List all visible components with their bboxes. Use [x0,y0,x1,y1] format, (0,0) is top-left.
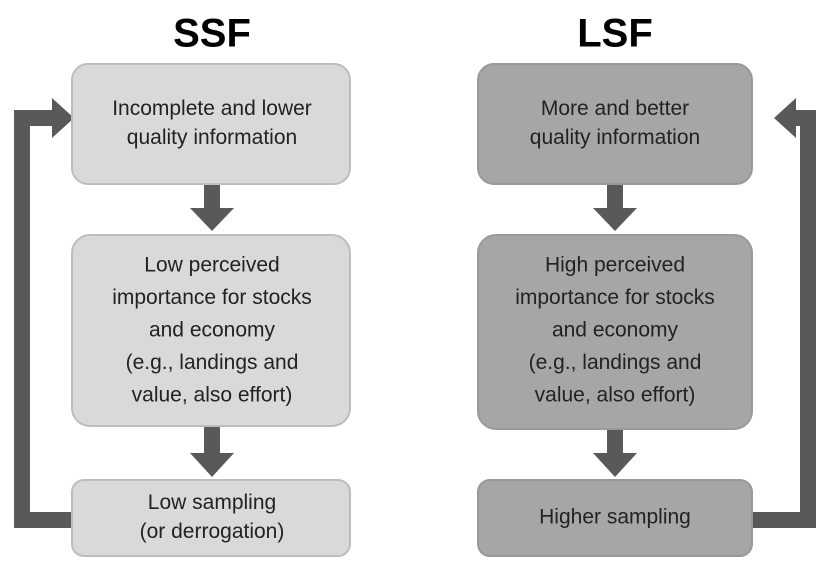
box [477,63,753,185]
loop-arrow [14,110,72,528]
boxes [71,63,753,557]
column-title: SSF [173,12,251,56]
arrow-head [52,98,74,138]
box [477,234,753,430]
box-text: Higher sampling [539,506,691,529]
box-text: and economy [149,319,276,342]
box-text: value, also effort) [535,384,696,407]
box [71,479,351,557]
box-text: High perceived [545,254,685,277]
box-text: Low sampling [148,491,276,514]
box [71,63,351,185]
box-text: value, also effort) [132,384,293,407]
column-title: LSF [577,12,653,56]
loop-arrow [752,110,816,528]
arrow-head [774,98,796,138]
box-text: quality information [530,126,700,149]
box-text: (or derrogation) [140,520,285,543]
box-text: Incomplete and lower [112,97,312,120]
down-arrows [190,184,637,477]
box-text: More and better [541,97,689,120]
box-text: importance for stocks [515,286,715,309]
box-text: (e.g., landings and [126,351,299,374]
box-text: Low perceived [144,254,279,277]
box-text: importance for stocks [112,286,312,309]
box-text: quality information [127,126,297,149]
texts: SSF Incomplete and lower quality informati… [112,12,715,543]
box-text: (e.g., landings and [529,351,702,374]
box [71,234,351,427]
box [477,479,753,557]
box-text: and economy [552,319,679,342]
